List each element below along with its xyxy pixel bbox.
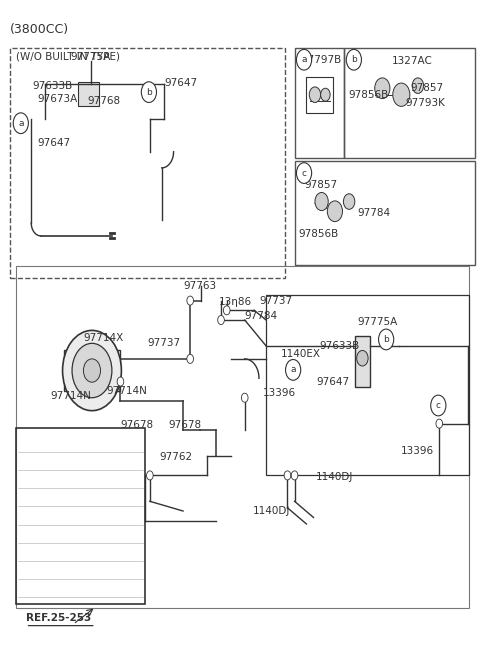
Text: 97856B: 97856B <box>298 229 338 239</box>
Text: 97714N: 97714N <box>106 386 147 396</box>
Circle shape <box>379 329 394 350</box>
Text: a: a <box>290 366 296 374</box>
Text: 97797B: 97797B <box>301 55 342 65</box>
Text: 1327AC: 1327AC <box>392 56 432 66</box>
Circle shape <box>436 419 443 428</box>
Circle shape <box>187 355 193 364</box>
Text: 97678: 97678 <box>168 420 201 430</box>
Circle shape <box>321 88 330 101</box>
Circle shape <box>117 377 124 386</box>
Circle shape <box>412 78 424 93</box>
Text: 97633B: 97633B <box>319 341 360 351</box>
Text: (3800CC): (3800CC) <box>10 24 69 37</box>
Circle shape <box>375 78 390 99</box>
Text: REF.25-253: REF.25-253 <box>25 613 91 623</box>
Text: 97647: 97647 <box>316 377 349 387</box>
Circle shape <box>218 315 224 325</box>
Circle shape <box>315 193 328 211</box>
Text: 97737: 97737 <box>147 338 180 348</box>
Circle shape <box>431 395 446 416</box>
Circle shape <box>357 351 368 366</box>
FancyBboxPatch shape <box>355 336 370 387</box>
Circle shape <box>286 360 301 380</box>
Text: 1140EX: 1140EX <box>280 349 320 359</box>
Text: 1140DJ: 1140DJ <box>253 506 291 516</box>
FancyBboxPatch shape <box>78 82 99 106</box>
Text: 97857: 97857 <box>304 180 337 191</box>
Text: 97768: 97768 <box>87 96 120 106</box>
Text: 97633B: 97633B <box>32 81 72 91</box>
Circle shape <box>291 471 298 480</box>
Circle shape <box>327 201 342 221</box>
Text: 97775A: 97775A <box>358 317 398 327</box>
Text: 97763: 97763 <box>183 281 216 291</box>
Text: 97775A: 97775A <box>71 52 111 61</box>
Circle shape <box>309 87 321 103</box>
Circle shape <box>297 163 312 183</box>
Text: 97856B: 97856B <box>348 89 388 100</box>
Circle shape <box>343 194 355 210</box>
Circle shape <box>72 343 112 398</box>
Text: b: b <box>383 335 389 344</box>
Text: 97793K: 97793K <box>405 98 445 108</box>
Text: b: b <box>146 88 152 97</box>
Text: a: a <box>18 119 24 128</box>
Text: 97714X: 97714X <box>84 332 124 343</box>
Text: 1140DJ: 1140DJ <box>316 471 353 482</box>
Circle shape <box>62 330 121 411</box>
Text: c: c <box>301 168 307 178</box>
Text: 97647: 97647 <box>164 78 197 88</box>
Circle shape <box>146 471 153 480</box>
Circle shape <box>393 83 410 106</box>
Text: 97857: 97857 <box>411 83 444 93</box>
Text: 97678: 97678 <box>120 420 154 430</box>
Circle shape <box>241 393 248 402</box>
Circle shape <box>284 471 291 480</box>
Circle shape <box>346 50 361 70</box>
Text: (W/O BUILT IN TYPE): (W/O BUILT IN TYPE) <box>15 52 120 62</box>
Circle shape <box>13 113 28 134</box>
Text: 97762: 97762 <box>159 453 192 462</box>
Text: c: c <box>436 401 441 410</box>
Text: 97737: 97737 <box>259 296 292 306</box>
Circle shape <box>141 82 156 103</box>
Text: 13396: 13396 <box>401 447 434 456</box>
Text: 13396: 13396 <box>263 388 296 398</box>
Circle shape <box>84 359 100 382</box>
Text: 97647: 97647 <box>37 138 71 148</box>
Text: 97784: 97784 <box>245 311 278 321</box>
Circle shape <box>187 296 193 305</box>
Text: 97784: 97784 <box>358 208 391 217</box>
Text: 97673A: 97673A <box>37 94 78 104</box>
Text: b: b <box>351 56 357 64</box>
Text: a: a <box>301 56 307 64</box>
Text: 13η86: 13η86 <box>219 297 252 307</box>
Circle shape <box>297 50 312 70</box>
Text: 97714N: 97714N <box>50 390 91 401</box>
Circle shape <box>223 306 230 315</box>
